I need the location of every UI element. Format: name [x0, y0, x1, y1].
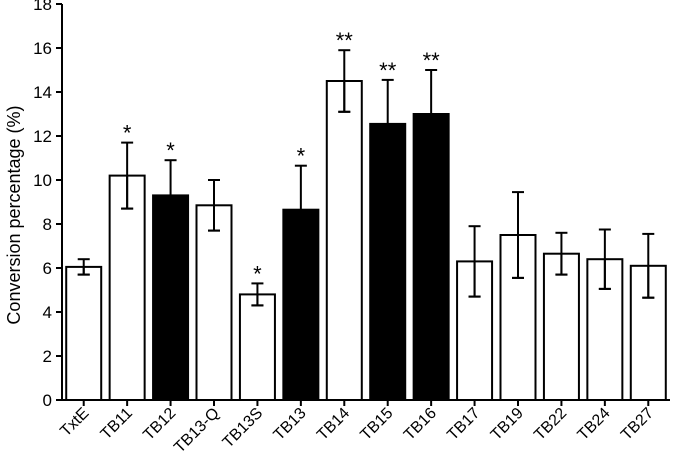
- x-tick-label: TB15: [357, 405, 396, 444]
- x-tick-label: TB12: [140, 405, 179, 444]
- x-tick-label: TB27: [618, 405, 657, 444]
- x-tick-label: TxtE: [57, 405, 92, 440]
- bar-txte: [65, 265, 103, 401]
- bar-tb22: [542, 252, 580, 401]
- significance-marker: **: [423, 48, 441, 73]
- y-tick-label: 0: [43, 391, 52, 410]
- x-tick-label: TB13-Q: [171, 405, 223, 457]
- significance-marker: *: [253, 261, 262, 286]
- y-tick-label: 2: [43, 347, 52, 366]
- y-tick-label: 8: [43, 215, 52, 234]
- x-tick-label: TB24: [575, 405, 614, 444]
- x-tick-label: TB16: [401, 405, 440, 444]
- bar-tb16: [412, 113, 450, 401]
- x-tick-label: TB19: [488, 405, 527, 444]
- x-tick-label: TB14: [314, 405, 353, 444]
- y-tick-label: 16: [33, 39, 52, 58]
- significance-marker: *: [297, 144, 306, 169]
- y-axis-title: Conversion percentage (%): [4, 105, 24, 324]
- bars: ******** **: [65, 28, 667, 402]
- y-tick-label: 4: [43, 303, 52, 322]
- x-tick-label: TB13S: [220, 405, 267, 452]
- x-tick-label: TB17: [444, 405, 483, 444]
- bar-tb13-q: [195, 204, 233, 401]
- significance-marker: **: [379, 58, 397, 83]
- x-tick-label: TB13: [271, 405, 310, 444]
- bar-tb15: [369, 122, 407, 402]
- x-tick-label: TB22: [531, 405, 570, 444]
- significance-marker: *: [123, 121, 132, 146]
- y-axis: 0 2 4 6 8 10 12 14 16 18: [33, 0, 63, 410]
- x-tick-label: TB11: [98, 405, 136, 443]
- y-tick-label: 18: [33, 0, 52, 14]
- y-tick-label: 12: [33, 127, 52, 146]
- bar-tb12: [152, 194, 190, 401]
- bar-tb14: [325, 80, 363, 401]
- y-tick-label: 6: [43, 259, 52, 278]
- y-tick-label: 14: [33, 83, 52, 102]
- y-tick-label: 10: [33, 171, 52, 190]
- bar-tb13s: [238, 293, 276, 401]
- bar-tb13: [282, 208, 320, 401]
- significance-marker: **: [336, 28, 354, 53]
- significance-marker: *: [166, 138, 175, 163]
